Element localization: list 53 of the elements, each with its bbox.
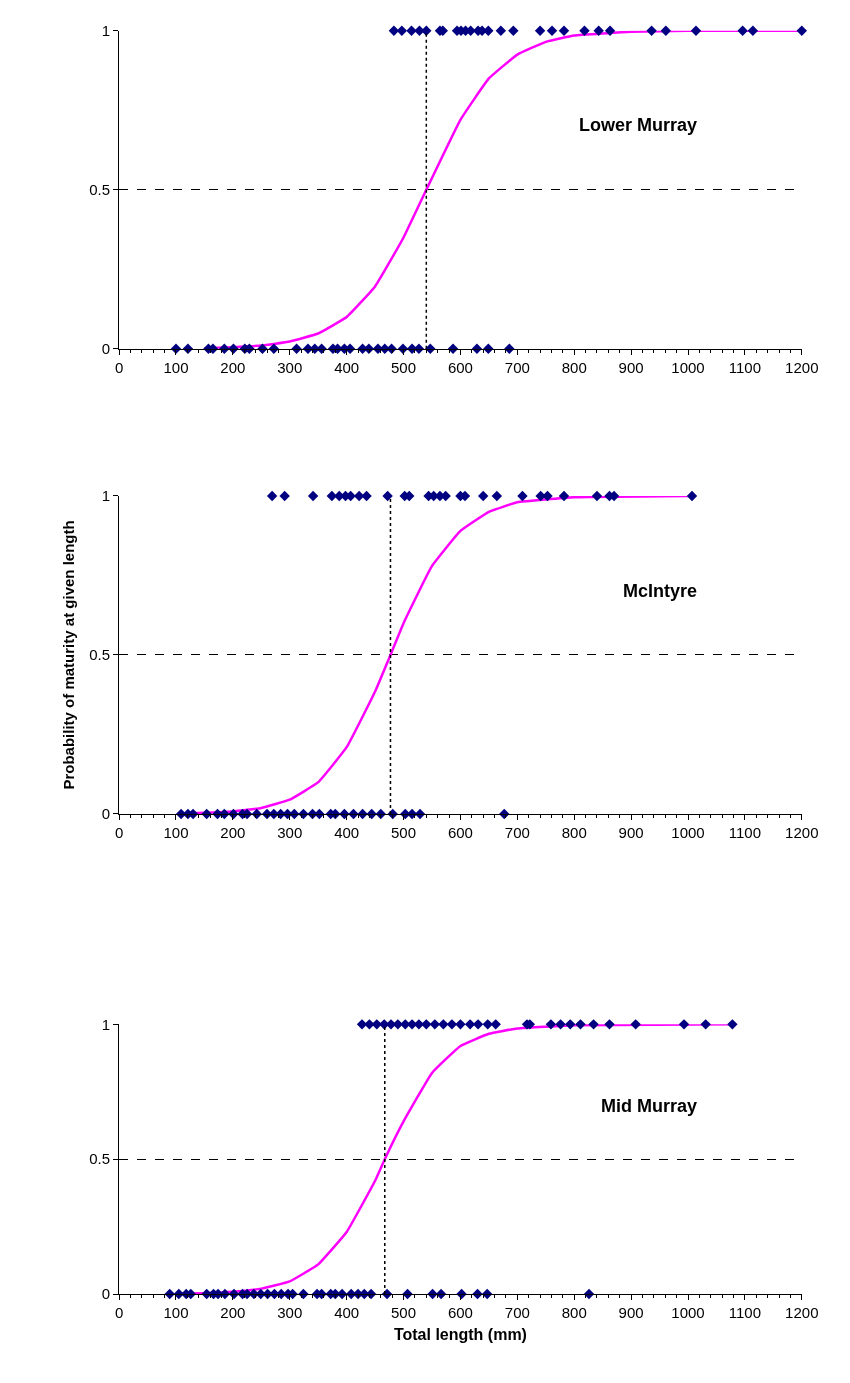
x-tick-label: 900: [618, 823, 644, 841]
y-tick-label: 1: [101, 487, 111, 505]
x-tick-label: 0: [114, 823, 124, 841]
y-tick-label: 0.5: [89, 1150, 111, 1168]
y-tick-label: 0: [101, 1285, 111, 1303]
x-tick-label: 100: [163, 823, 189, 841]
x-tick-label: 100: [163, 1304, 189, 1322]
annotation: Lower Murray: [579, 115, 698, 135]
x-tick-label: 1100: [728, 358, 762, 376]
x-tick-label: 900: [618, 358, 644, 376]
y-tick-label: 1: [101, 1015, 111, 1033]
x-tick-label: 1000: [671, 823, 705, 841]
x-tick-label: 800: [561, 358, 587, 376]
x-tick-label: 400: [334, 823, 360, 841]
x-tick-label: 900: [618, 1304, 644, 1322]
y-tick-label: 0.5: [89, 646, 111, 664]
x-tick-label: 200: [220, 823, 246, 841]
x-tick-label: 1200: [785, 358, 819, 376]
x-tick-label: 800: [561, 1304, 587, 1322]
y-axis-title: Probability of maturity at given length: [60, 520, 78, 790]
x-tick-label: 600: [447, 823, 473, 841]
x-tick-label: 700: [504, 823, 530, 841]
annotation: Mid Murray: [601, 1096, 698, 1116]
x-tick-label: 0: [114, 358, 124, 376]
x-tick-label: 500: [391, 358, 417, 376]
x-tick-label: 500: [391, 1304, 417, 1322]
x-tick-label: 1200: [785, 823, 819, 841]
x-tick-label: 100: [163, 358, 189, 376]
x-tick-label: 500: [391, 823, 417, 841]
x-axis-title: Total length (mm): [393, 1325, 527, 1343]
y-tick-label: 0: [101, 805, 111, 823]
x-tick-label: 300: [277, 358, 303, 376]
x-tick-label: 600: [447, 1304, 473, 1322]
y-tick-label: 1: [101, 21, 111, 39]
x-tick-label: 400: [334, 358, 360, 376]
x-tick-label: 700: [504, 358, 530, 376]
x-tick-label: 600: [447, 358, 473, 376]
x-tick-label: 800: [561, 823, 587, 841]
x-tick-label: 1200: [785, 1304, 819, 1322]
x-tick-label: 1100: [728, 1304, 762, 1322]
annotation: McIntyre: [623, 581, 698, 601]
x-tick-label: 0: [114, 1304, 124, 1322]
x-tick-label: 400: [334, 1304, 360, 1322]
y-tick-label: 0: [101, 340, 111, 358]
x-tick-label: 1100: [728, 823, 762, 841]
x-tick-label: 300: [277, 1304, 303, 1322]
y-tick-label: 0.5: [89, 181, 111, 198]
x-tick-label: 200: [220, 1304, 246, 1322]
x-tick-label: 700: [504, 1304, 530, 1322]
x-tick-label: 300: [277, 823, 303, 841]
x-tick-label: 1000: [671, 1304, 705, 1322]
x-tick-label: 1000: [671, 358, 705, 376]
x-tick-label: 200: [220, 358, 246, 376]
